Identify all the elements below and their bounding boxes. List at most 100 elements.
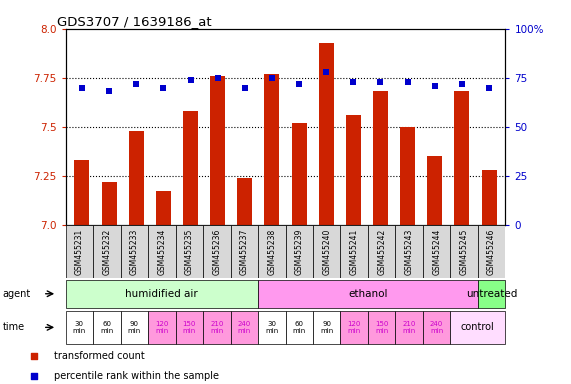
Point <box>403 79 412 85</box>
Point <box>295 81 304 87</box>
Text: GSM455243: GSM455243 <box>405 228 413 275</box>
Bar <box>423 225 451 278</box>
Text: untreated: untreated <box>466 289 517 299</box>
Bar <box>286 225 313 278</box>
Bar <box>313 311 340 344</box>
Bar <box>368 225 395 278</box>
Bar <box>66 311 93 344</box>
Point <box>240 84 250 91</box>
Bar <box>93 311 120 344</box>
Text: GSM455244: GSM455244 <box>432 228 441 275</box>
Text: 90
min: 90 min <box>128 321 141 334</box>
Text: GSM455245: GSM455245 <box>460 228 469 275</box>
Bar <box>238 178 252 225</box>
Point <box>78 84 87 91</box>
Text: 210
min: 210 min <box>210 321 223 334</box>
Bar <box>258 311 286 344</box>
Bar <box>156 191 171 225</box>
Bar <box>231 311 258 344</box>
Text: 30
min: 30 min <box>265 321 279 334</box>
Bar <box>451 225 478 278</box>
Bar <box>74 160 90 225</box>
Bar <box>120 311 148 344</box>
Bar <box>203 311 231 344</box>
Bar <box>66 225 93 278</box>
Point <box>186 77 195 83</box>
Text: percentile rank within the sample: percentile rank within the sample <box>54 371 219 381</box>
Text: GSM455246: GSM455246 <box>487 228 496 275</box>
Bar <box>451 311 505 344</box>
Text: GSM455240: GSM455240 <box>322 228 331 275</box>
Point <box>159 84 168 91</box>
Text: GSM455236: GSM455236 <box>212 228 222 275</box>
Point <box>321 69 331 75</box>
Text: 60
min: 60 min <box>100 321 114 334</box>
Text: humidified air: humidified air <box>126 289 198 299</box>
Bar <box>129 131 144 225</box>
Text: 240
min: 240 min <box>238 321 251 334</box>
Bar <box>231 225 258 278</box>
Bar <box>313 225 340 278</box>
Text: GSM455238: GSM455238 <box>267 228 276 275</box>
Text: GSM455231: GSM455231 <box>75 228 84 275</box>
Text: GSM455234: GSM455234 <box>158 228 166 275</box>
Bar <box>478 225 505 278</box>
Point <box>104 88 114 94</box>
Point <box>484 84 493 91</box>
Bar <box>478 280 505 308</box>
Text: GSM455237: GSM455237 <box>240 228 249 275</box>
Bar <box>148 225 176 278</box>
Bar <box>210 76 225 225</box>
Bar <box>395 225 423 278</box>
Bar <box>102 182 116 225</box>
Text: 240
min: 240 min <box>430 321 443 334</box>
Text: control: control <box>461 322 494 333</box>
Bar <box>286 311 313 344</box>
Bar <box>340 225 368 278</box>
Text: agent: agent <box>3 289 31 299</box>
Point <box>457 81 467 87</box>
Bar <box>176 311 203 344</box>
Bar <box>346 115 361 225</box>
Bar <box>340 311 368 344</box>
Bar <box>292 123 307 225</box>
Bar <box>264 74 279 225</box>
Text: GSM455241: GSM455241 <box>349 228 359 275</box>
Text: 90
min: 90 min <box>320 321 333 334</box>
Bar <box>368 311 395 344</box>
Text: transformed count: transformed count <box>54 351 145 361</box>
Text: ethanol: ethanol <box>348 289 388 299</box>
Text: 210
min: 210 min <box>403 321 416 334</box>
Bar <box>427 156 442 225</box>
Bar <box>373 91 388 225</box>
Text: GSM455233: GSM455233 <box>130 228 139 275</box>
Bar <box>400 127 415 225</box>
Point <box>430 83 439 89</box>
Point <box>213 74 222 81</box>
Bar <box>120 225 148 278</box>
Bar <box>319 43 333 225</box>
Bar <box>423 311 451 344</box>
Bar <box>203 225 231 278</box>
Text: 30
min: 30 min <box>73 321 86 334</box>
Bar <box>455 91 469 225</box>
Text: GSM455232: GSM455232 <box>102 228 111 275</box>
Text: GSM455239: GSM455239 <box>295 228 304 275</box>
Point <box>349 79 358 85</box>
Point <box>132 81 141 87</box>
Bar <box>93 225 120 278</box>
Bar <box>66 280 258 308</box>
Text: GSM455235: GSM455235 <box>185 228 194 275</box>
Text: 150
min: 150 min <box>375 321 388 334</box>
Text: 120
min: 120 min <box>155 321 168 334</box>
Bar <box>258 280 478 308</box>
Bar <box>148 311 176 344</box>
Text: GSM455242: GSM455242 <box>377 228 386 275</box>
Text: 120
min: 120 min <box>348 321 361 334</box>
Text: 60
min: 60 min <box>292 321 306 334</box>
Text: time: time <box>3 322 25 333</box>
Point <box>376 79 385 85</box>
Point <box>267 74 276 81</box>
Bar <box>481 170 497 225</box>
Bar <box>258 225 286 278</box>
